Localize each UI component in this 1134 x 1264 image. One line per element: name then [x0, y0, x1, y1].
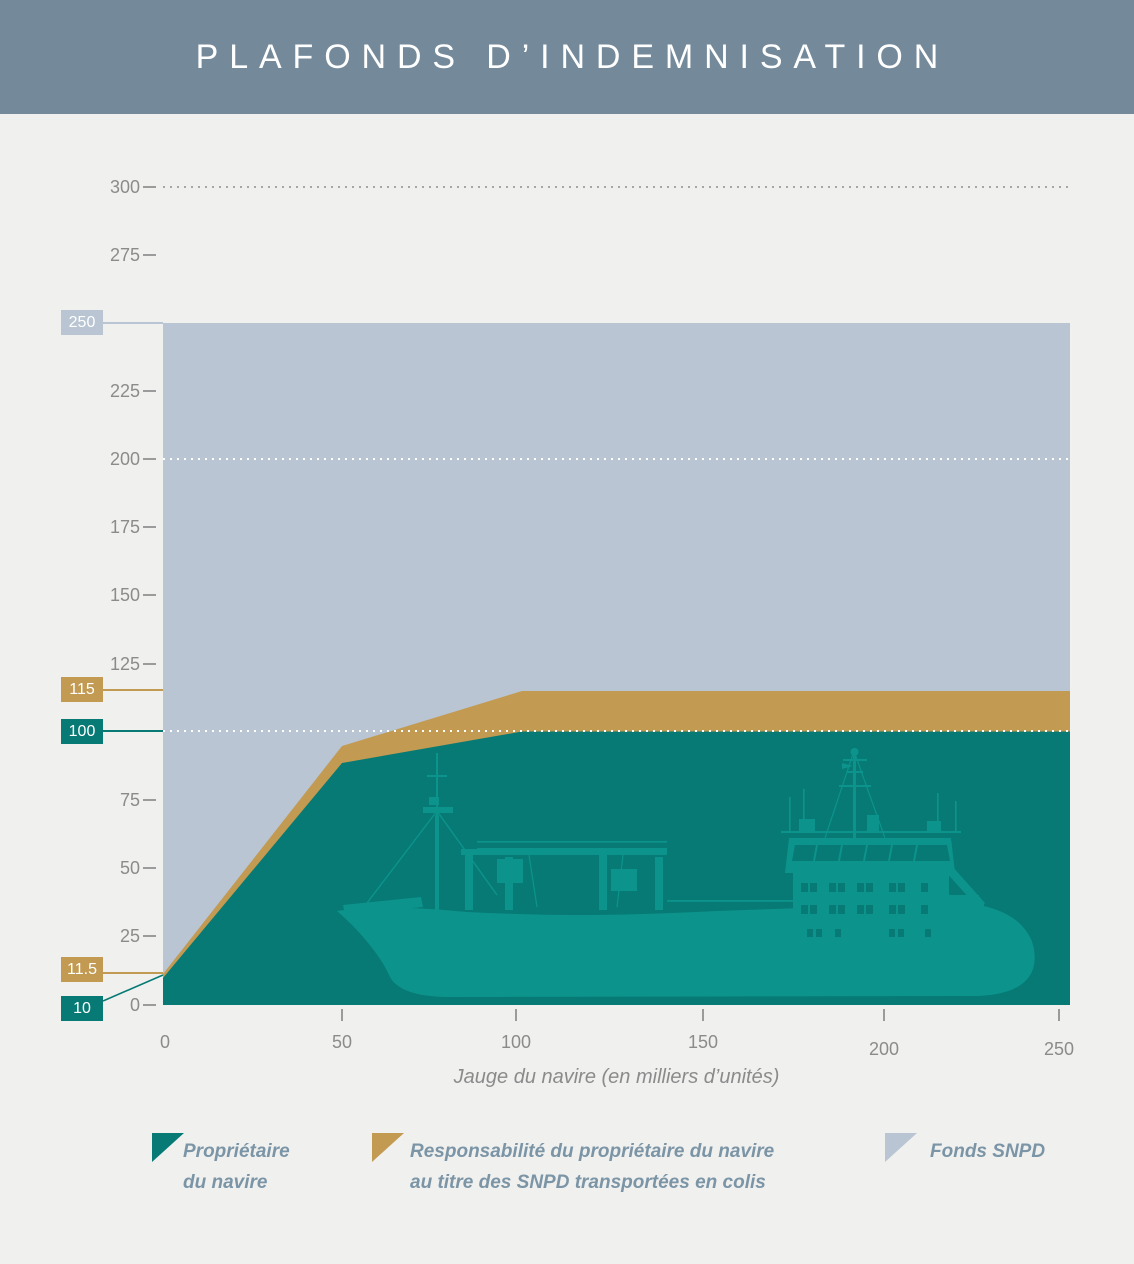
- badge-connector-line: [103, 974, 163, 1002]
- y-axis-tick: [143, 1004, 156, 1006]
- y-axis-tick: [143, 458, 156, 460]
- badge-connector-line: [103, 689, 163, 691]
- y-axis-label: 50: [119, 858, 140, 878]
- legend-swatch-packaged-liability: [372, 1133, 404, 1162]
- legend-swatch-fonds-snpd: [885, 1133, 917, 1162]
- page-title: PLAFONDS D’INDEMNISATION: [195, 37, 950, 76]
- legend-swatch-shipowner: [152, 1133, 184, 1162]
- x-axis-label: 250: [1043, 1039, 1075, 1059]
- y-axis-label: 25: [119, 926, 140, 946]
- y-axis-label: 125: [109, 654, 140, 674]
- legend-label-fonds-snpd: Fonds SNPD: [930, 1141, 1046, 1162]
- badge-connector-line: [103, 322, 163, 324]
- gridline-100: [163, 730, 1070, 732]
- x-axis-tick: [515, 1009, 517, 1021]
- legend-label-shipowner: Propriétaire du navire: [183, 1141, 290, 1193]
- y-axis-tick: [143, 663, 156, 665]
- y-value-badge-10: 10: [61, 996, 103, 1021]
- y-value-badge-115: 115: [61, 677, 103, 702]
- y-axis-label: 225: [109, 381, 140, 401]
- y-axis-tick: [143, 526, 156, 528]
- y-axis-label: 275: [109, 245, 140, 265]
- y-axis-tick: [143, 390, 156, 392]
- x-axis-title: Jauge du navire (en milliers d’unités): [453, 1066, 780, 1088]
- legend-label-packaged-liability: Responsabilité du propriétaire du navire…: [410, 1141, 775, 1193]
- x-axis-tick: [883, 1009, 885, 1021]
- y-axis-label: 300: [109, 177, 140, 197]
- y-value-badge-250: 250: [61, 310, 103, 335]
- x-axis-label: 150: [687, 1032, 719, 1052]
- y-axis-label: 175: [109, 517, 140, 537]
- y-axis-tick: [143, 799, 156, 801]
- y-axis-tick: [143, 867, 156, 869]
- x-axis-label: 0: [159, 1032, 170, 1052]
- y-value-badge-100: 100: [61, 719, 103, 744]
- y-axis-tick: [143, 935, 156, 937]
- badge-connector-line: [103, 730, 163, 732]
- x-axis-tick: [702, 1009, 704, 1021]
- x-axis-label: 200: [868, 1039, 900, 1059]
- y-axis-tick: [143, 594, 156, 596]
- y-axis-label: 150: [109, 585, 140, 605]
- y-axis-label: 0: [129, 995, 140, 1015]
- y-axis-label: 75: [119, 790, 140, 810]
- gridline-200: [163, 458, 1070, 460]
- compensation-areas-chart: [163, 323, 1070, 1005]
- badge-connector-line: [103, 972, 163, 974]
- y-axis-label: 200: [109, 449, 140, 469]
- y-value-badge-11-5: 11.5: [61, 957, 103, 982]
- y-axis-tick: [143, 186, 156, 188]
- gridline-300: [163, 186, 1070, 188]
- y-axis-tick: [143, 254, 156, 256]
- x-axis-tick: [1058, 1009, 1060, 1021]
- ship-silhouette-icon: [337, 748, 1035, 997]
- x-axis-label: 50: [331, 1032, 353, 1052]
- x-axis-label: 100: [500, 1032, 532, 1052]
- x-axis-tick: [341, 1009, 343, 1021]
- header-banner: PLAFONDS D’INDEMNISATION: [0, 0, 1134, 114]
